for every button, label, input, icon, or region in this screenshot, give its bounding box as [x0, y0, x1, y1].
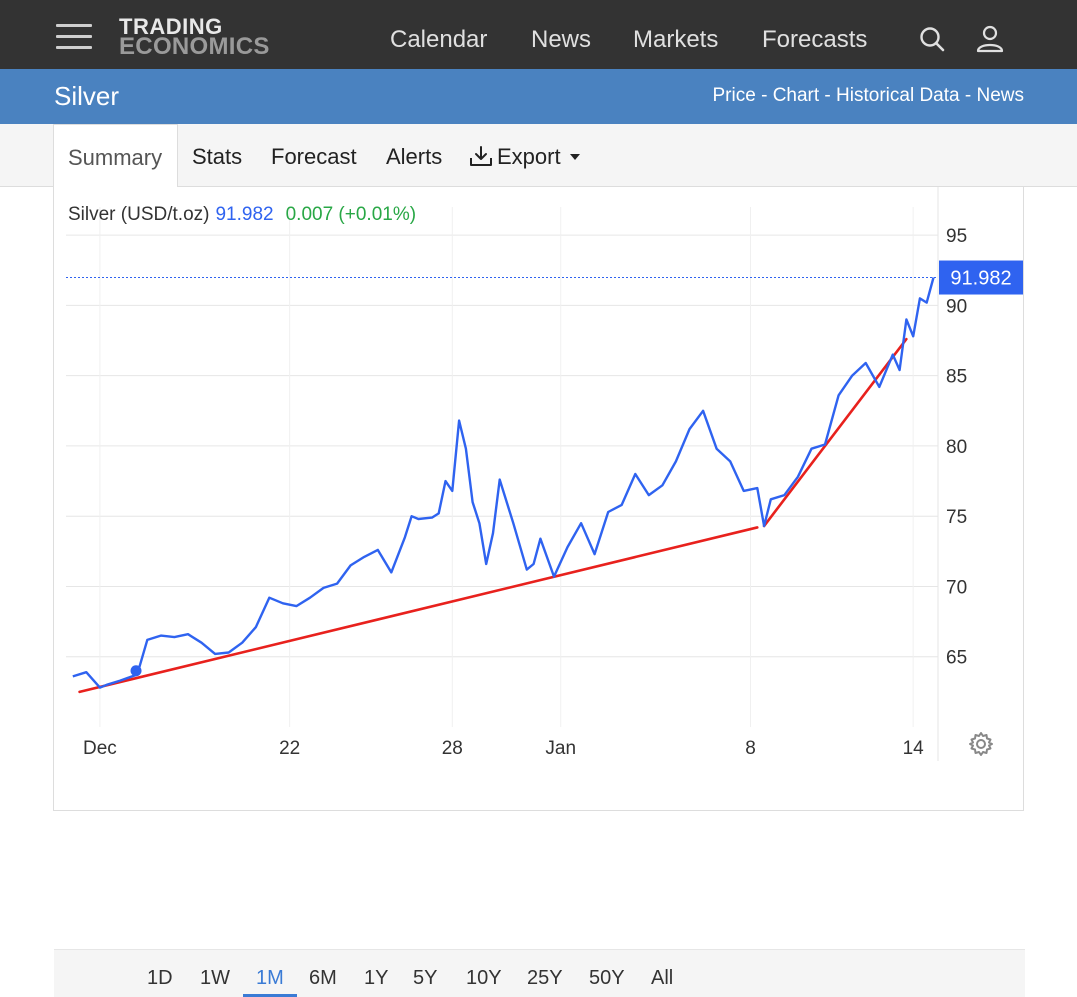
x-tick-label: Jan [545, 738, 576, 759]
separator: - [819, 85, 837, 106]
y-tick-label: 80 [946, 437, 967, 458]
range-selector: 1D 1W 1M 6M 1Y 5Y 10Y 25Y 50Y All [54, 949, 1025, 997]
range-button-1y[interactable]: 1Y [364, 967, 389, 989]
user-icon[interactable] [975, 24, 1005, 54]
range-button-10y[interactable]: 10Y [466, 967, 502, 989]
legend-price: 91.982 [215, 204, 273, 225]
top-navigation-bar: TRADING ECONOMICS Calendar News Markets … [0, 0, 1077, 69]
price-line [72, 277, 935, 689]
trendlines [78, 337, 908, 694]
search-icon[interactable] [918, 26, 946, 54]
logo-line-1: TRADING [119, 14, 223, 39]
title-bar: Silver Price - Chart - Historical Data -… [0, 69, 1077, 124]
chart-panel: 65 70 75 80 85 90 95 Dec 22 28 Jan 8 14 91.982 Silv… [53, 187, 1025, 997]
x-tick-label: 8 [745, 738, 756, 759]
nav-news[interactable]: News [531, 26, 592, 53]
tab-bar: Summary Stats Forecast Alerts Export [0, 124, 1077, 188]
trendline [762, 337, 908, 528]
logo-line-2: ECONOMICS [119, 33, 270, 60]
y-tick-label: 95 [946, 226, 967, 247]
tab-summary-label: Summary [68, 145, 163, 170]
range-button-1w[interactable]: 1W [200, 967, 230, 989]
page-title: Silver [54, 81, 120, 111]
event-marker [130, 665, 142, 677]
y-tick-label: 65 [946, 648, 967, 669]
y-tick-label: 70 [946, 577, 967, 598]
range-button-5y[interactable]: 5Y [413, 967, 438, 989]
range-button-50y[interactable]: 50Y [589, 967, 625, 989]
price-chart[interactable]: 65 70 75 80 85 90 95 Dec 22 28 Jan 8 14 91.982 Silv… [54, 187, 1023, 949]
link-news[interactable]: News [976, 85, 1024, 106]
logo[interactable]: TRADING ECONOMICS [119, 14, 270, 60]
price-tag: 91.982 [939, 260, 1023, 295]
y-tick-label: 85 [946, 367, 967, 388]
range-button-1d[interactable]: 1D [147, 967, 173, 989]
link-historical-data[interactable]: Historical Data [836, 85, 960, 106]
tab-alerts[interactable]: Alerts [386, 144, 443, 169]
tab-stats[interactable]: Stats [192, 144, 243, 169]
tab-forecast[interactable]: Forecast [271, 144, 357, 169]
legend-change: 0.007 (+0.01%) [286, 204, 416, 225]
nav-forecasts[interactable]: Forecasts [762, 26, 868, 53]
legend-name: Silver (USD/t.oz) [68, 204, 209, 225]
y-tick-label: 75 [946, 507, 967, 528]
x-tick-label: 22 [279, 738, 300, 759]
x-tick-label: Dec [83, 738, 117, 759]
nav-markets[interactable]: Markets [633, 26, 719, 53]
tab-export-label: Export [497, 144, 561, 169]
price-tag-label: 91.982 [950, 268, 1011, 290]
chart-grid [66, 187, 939, 761]
nav-calendar[interactable]: Calendar [390, 26, 488, 53]
tab-export[interactable]: Export [469, 144, 581, 170]
tab-summary[interactable]: Summary [53, 124, 178, 188]
range-button-6m[interactable]: 6M [309, 967, 337, 989]
separator: - [959, 85, 977, 106]
link-chart[interactable]: Chart [772, 85, 820, 106]
caret-down-icon [569, 154, 580, 160]
trendline [78, 526, 759, 694]
separator: - [755, 85, 773, 106]
marker [130, 665, 142, 677]
gear-icon[interactable] [968, 731, 994, 757]
sub-navigation: Price - Chart - Historical Data - News [713, 85, 1025, 107]
price-tag-box [939, 260, 1023, 295]
x-axis: Dec 22 28 Jan 8 14 [83, 738, 924, 759]
y-tick-label: 90 [946, 296, 967, 317]
link-price[interactable]: Price [712, 85, 756, 106]
x-tick-label: 14 [903, 738, 925, 759]
download-icon [470, 146, 492, 166]
y-axis: 65 70 75 80 85 90 95 [946, 226, 967, 669]
menu-icon[interactable] [56, 24, 92, 50]
range-button-25y[interactable]: 25Y [527, 967, 563, 989]
x-tick-label: 28 [442, 738, 463, 759]
chart-legend: Silver (USD/t.oz) 91.982 0.007 (+0.01%) [68, 204, 416, 225]
range-button-1m[interactable]: 1M [256, 967, 284, 989]
range-button-all[interactable]: All [651, 967, 674, 989]
